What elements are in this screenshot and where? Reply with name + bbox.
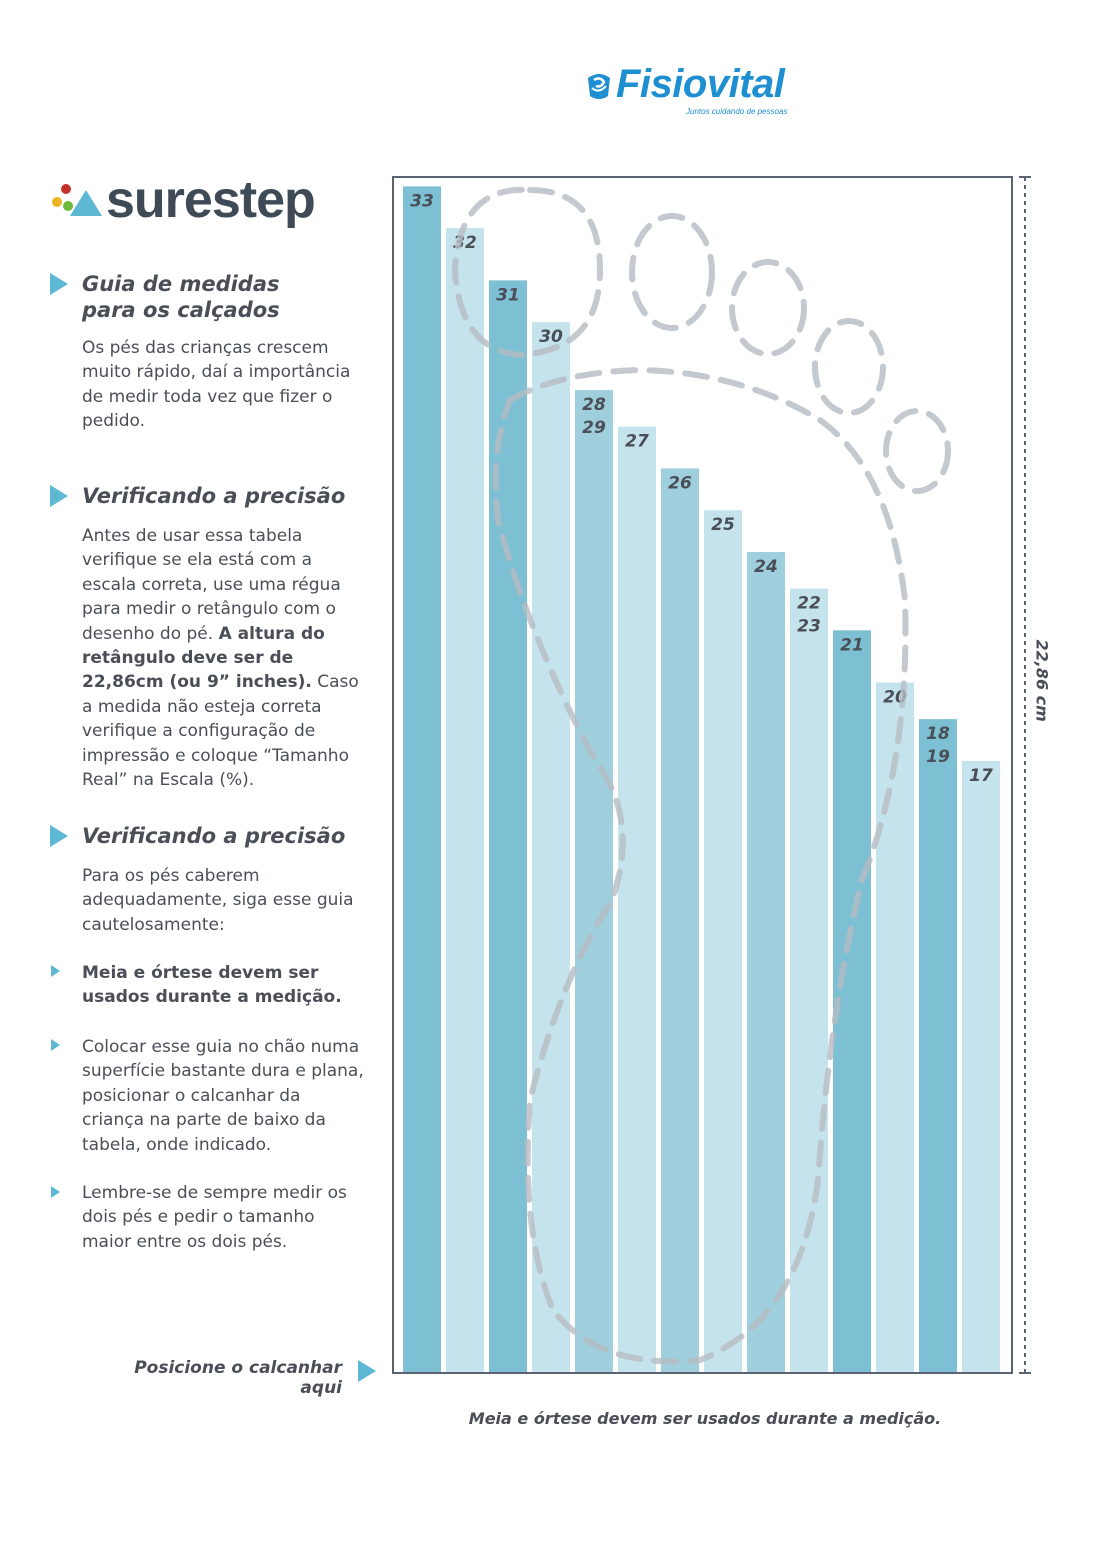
size-bar-5 [618, 426, 656, 1373]
size-bar-11 [876, 682, 914, 1372]
size-label-13: 17 [969, 766, 993, 786]
surestep-logo: surestep [48, 170, 348, 230]
scale-requirement-bold: A altura do retângulo deve ser de 22,86c… [82, 623, 325, 693]
size-label-6: 26 [668, 473, 692, 493]
heel-instruction: Posicione o calcanhar aqui [134, 1358, 342, 1398]
size-bar-6 [661, 468, 699, 1373]
size-bar-9 [790, 588, 828, 1372]
size-label-12-1: 19 [926, 747, 950, 767]
size-bar-12 [919, 719, 957, 1372]
bullet-item: Meia e órtese devem ser usados durante a… [82, 963, 342, 1008]
size-bar-8 [747, 551, 785, 1372]
size-label-0: 33 [410, 191, 434, 211]
bullet-arrow-icon [51, 1186, 60, 1198]
size-label-9-0: 22 [797, 594, 821, 614]
section-title-precision-2: Verificando a precisão [82, 824, 346, 848]
section-title-precision: Verificando a precisão [82, 484, 346, 508]
size-bar-1 [446, 228, 484, 1373]
section-title-guide: Guia de medidas para os calçados [82, 272, 280, 322]
size-label-2: 31 [496, 285, 520, 305]
footer-note: Meia e órtese devem ser usados durante a… [468, 1409, 942, 1428]
bullet-item: Colocar esse guia no chão numa superfíci… [82, 1037, 364, 1155]
size-label-8: 24 [754, 557, 778, 577]
surestep-triangle-icon [52, 184, 102, 216]
size-label-7: 25 [711, 515, 735, 535]
size-label-5: 27 [625, 432, 649, 452]
size-label-3: 30 [539, 327, 563, 347]
size-bar-3 [532, 322, 570, 1372]
size-label-10: 21 [840, 635, 864, 655]
fisiovital-rose-icon [588, 74, 610, 99]
section-paragraph-precision: Antes de usar essa tabela verifique se e… [82, 526, 359, 791]
heel-arrow-icon [358, 1360, 376, 1382]
bullet-arrow-icon [51, 1039, 60, 1051]
size-bar-0 [403, 186, 441, 1373]
bullet-arrow-icon [51, 965, 60, 977]
section-paragraph-guide: Os pés das crianças crescem muito rápido… [82, 338, 351, 432]
size-label-9-1: 23 [797, 617, 821, 637]
size-bar-4 [575, 390, 613, 1372]
fisiovital-tagline: Juntos cuidando de pessoas [686, 107, 788, 116]
foot-outline-icon [451, 186, 951, 1365]
size-label-12-0: 18 [926, 724, 950, 744]
size-bar-7 [704, 510, 742, 1372]
section-arrow-icon [50, 273, 68, 295]
size-label-4-1: 29 [582, 418, 606, 438]
ruler-label: 22,86 cm [1032, 639, 1052, 722]
height-ruler [1019, 176, 1031, 1374]
section-arrow-icon [50, 825, 68, 847]
fisiovital-logo: Fisiovital Juntos cuidando de pessoas [584, 62, 814, 122]
bullet-item: Lembre-se de sempre medir os dois pés e … [82, 1183, 347, 1252]
measurement-frame [392, 176, 1013, 1374]
size-label-4-0: 28 [582, 395, 606, 415]
section-paragraph-instructions: Para os pés caberem adequadamente, siga … [82, 866, 354, 935]
size-bar-2 [489, 280, 527, 1373]
surestep-wordmark: surestep [106, 171, 316, 229]
section-arrow-icon [50, 485, 68, 507]
fisiovital-wordmark: Fisiovital [616, 62, 785, 106]
size-bar-13 [962, 760, 1000, 1372]
